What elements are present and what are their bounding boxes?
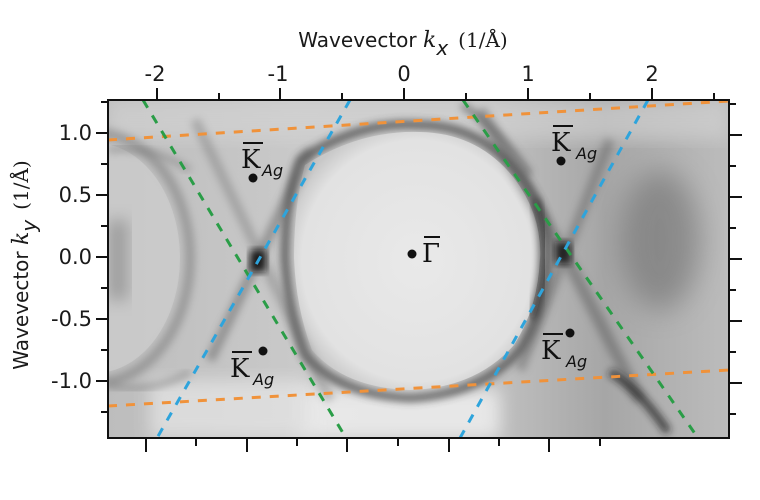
svg-text:Ag: Ag — [575, 144, 597, 163]
green-dashed-line-right — [461, 100, 700, 438]
x-tick-label: -1 — [268, 62, 289, 86]
svg-text:Ag: Ag — [252, 370, 274, 389]
green-dashed-line-left — [141, 100, 348, 438]
annotation-k-ag-upper-right: K Ag — [551, 125, 597, 166]
heatmap — [108, 100, 729, 438]
x-axis-title: Wavevector kx (1/Å) — [298, 27, 507, 60]
annotation-k-ag-upper-left: K Ag — [241, 142, 283, 183]
plot-frame — [107, 99, 730, 439]
x-axis-bottom-ticks — [145, 438, 601, 452]
svg-text:Ag: Ag — [261, 161, 283, 180]
svg-text:K: K — [230, 354, 250, 384]
orange-dashed-line-lower — [108, 368, 729, 408]
y-axis-left-ticks — [96, 101, 108, 413]
svg-text:Ag: Ag — [565, 352, 587, 371]
y-axis-right-ticks — [729, 103, 742, 415]
x-tick-label: 1 — [521, 62, 534, 86]
annotation-k-ag-lower-left: K Ag — [230, 346, 274, 389]
x-tick-labels: -2 -1 0 1 2 — [145, 62, 659, 86]
svg-text:K: K — [241, 145, 261, 175]
y-tick-label: 0.5 — [59, 183, 92, 207]
annotation-gamma: Γ — [407, 236, 440, 269]
guide-lines — [108, 100, 729, 438]
orange-dashed-line-upper — [108, 100, 729, 142]
svg-text:K: K — [551, 128, 571, 158]
x-tick-label: -2 — [145, 62, 166, 86]
y-axis-title: Wavevector ky(1/Å) — [8, 160, 41, 369]
y-tick-label: 1.0 — [59, 121, 92, 145]
annotation-k-ag-lower-right: K Ag — [541, 328, 587, 371]
x-tick-label: 0 — [397, 62, 410, 86]
y-tick-label: -0.5 — [51, 307, 92, 331]
svg-text:Γ: Γ — [422, 239, 440, 269]
y-tick-label: 0.0 — [59, 245, 92, 269]
x-axis-top-ticks — [156, 88, 715, 100]
x-tick-label: 2 — [645, 62, 658, 86]
blue-dashed-line-left — [155, 100, 352, 438]
y-tick-label: -1.0 — [51, 369, 92, 393]
svg-text:K: K — [541, 336, 561, 366]
y-tick-labels: 1.0 0.5 0.0 -0.5 -1.0 — [51, 121, 92, 393]
